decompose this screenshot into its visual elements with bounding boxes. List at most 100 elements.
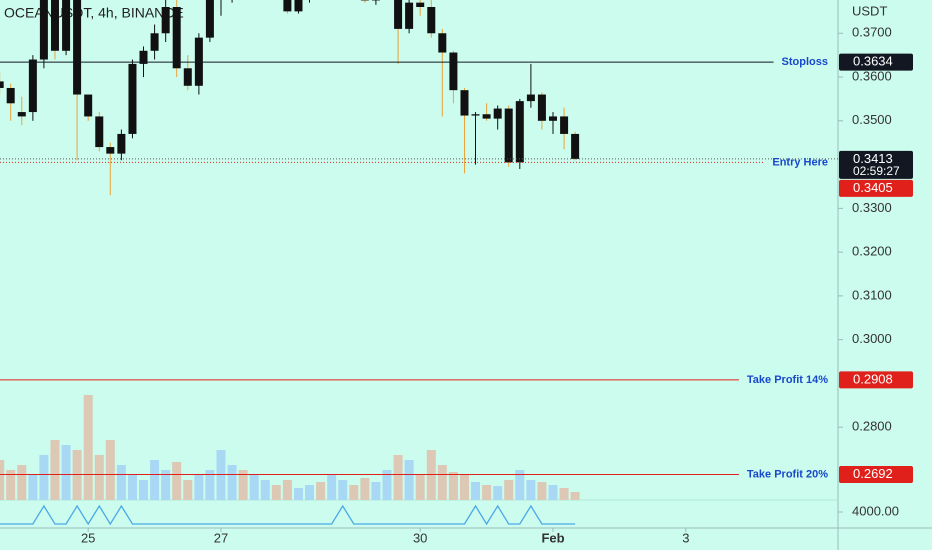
volume-bar	[482, 485, 492, 500]
level-label: Stoploss	[782, 56, 828, 68]
y-tick-label: 0.2800	[852, 419, 892, 434]
volume-bar	[371, 482, 381, 500]
volume-bar	[83, 395, 93, 500]
candle-body	[438, 33, 447, 53]
volume-bar	[515, 470, 525, 500]
countdown-label: 02:59:27	[853, 164, 900, 178]
volume-bar	[305, 485, 315, 500]
price-tag-label: 0.3405	[853, 180, 893, 195]
candle-body	[50, 0, 59, 51]
volume-bar	[216, 450, 226, 500]
candle-body	[17, 112, 26, 117]
candle-body	[405, 2, 414, 29]
candle-body	[504, 108, 513, 163]
candle-body	[549, 116, 558, 121]
candle-body	[6, 87, 15, 104]
volume-bar	[526, 480, 536, 500]
candle-body	[416, 2, 425, 8]
y-tick-label: 0.3000	[852, 331, 892, 346]
price-tag	[839, 371, 913, 389]
price-tag-label: 0.3634	[853, 54, 893, 69]
y-tick-label: 0.3100	[852, 287, 892, 302]
volume-bar	[260, 480, 270, 500]
price-tag-label: 0.2908	[853, 371, 893, 386]
level-label: Take Profit 14%	[747, 374, 828, 386]
volume-bar	[570, 492, 580, 500]
candle-body	[62, 0, 71, 51]
y-tick-label: 0.3200	[852, 244, 892, 259]
y-tick-label: 0.3500	[852, 112, 892, 127]
indicator-line	[0, 504, 576, 526]
x-tick-label: 30	[413, 530, 427, 545]
x-tick-label: 3	[682, 530, 689, 545]
candle-body	[28, 59, 37, 113]
volume-bar	[415, 475, 425, 500]
indicator-tick-label: 4000.00	[852, 503, 899, 518]
y-axis-label: USDT	[852, 3, 887, 18]
candle-body	[183, 68, 192, 86]
x-tick-label: 27	[214, 530, 228, 545]
volume-bar	[0, 460, 5, 500]
price-tag	[839, 150, 913, 179]
volume-bar	[17, 465, 27, 500]
price-tag	[839, 179, 913, 197]
candle-body	[205, 0, 214, 38]
candle-body	[172, 7, 181, 69]
volume-bar	[349, 485, 359, 500]
volume-bar	[338, 480, 348, 500]
volume-bar	[271, 485, 281, 500]
level-label: Take Profit 20%	[747, 468, 828, 480]
price-tag	[839, 465, 913, 483]
candle-body	[482, 114, 491, 119]
volume-bar	[426, 450, 436, 500]
candle-body	[117, 133, 126, 154]
volume-bar	[183, 480, 193, 500]
volume-bar	[437, 465, 447, 500]
candle-body	[0, 81, 4, 88]
volume-bar	[61, 445, 71, 500]
volume-bar	[249, 475, 259, 500]
candle-body	[161, 7, 170, 34]
y-tick-label: 0.3300	[852, 200, 892, 215]
candle-body	[106, 147, 115, 154]
y-tick-label: 0.3600	[852, 68, 892, 83]
volume-bar	[382, 470, 392, 500]
candle-body	[294, 0, 303, 12]
volume-bar	[172, 462, 182, 500]
candle-body	[95, 116, 104, 148]
volume-bar	[559, 488, 569, 500]
volume-bar	[282, 480, 292, 500]
candle-body	[537, 94, 546, 121]
volume-bar	[238, 470, 248, 500]
volume-bar	[161, 470, 171, 500]
candle-body	[471, 114, 480, 116]
candle-body	[460, 90, 469, 116]
volume-bar	[116, 465, 126, 500]
candle-body	[571, 133, 580, 159]
candle-body	[560, 116, 569, 134]
volume-bar	[94, 455, 104, 500]
candle-body	[515, 101, 524, 163]
volume-bar	[493, 486, 503, 500]
volume-bar	[127, 475, 137, 500]
candle-body	[394, 0, 403, 29]
price-tag-label: 0.2692	[853, 466, 893, 481]
candle-body	[283, 0, 292, 12]
plot-area	[0, 0, 580, 526]
volume-bar	[72, 450, 82, 500]
volume-bar	[548, 485, 558, 500]
volume-bar	[105, 440, 115, 500]
volume-bar	[360, 478, 370, 500]
volume-bar	[537, 482, 547, 500]
candle-body	[427, 7, 436, 34]
candle-body	[84, 94, 93, 117]
volume-bar	[393, 455, 403, 500]
price-tag	[839, 53, 913, 71]
volume-bar	[448, 472, 458, 500]
volume-bar	[150, 460, 160, 500]
price-tag-label: 0.3413	[853, 151, 893, 166]
candle-body	[73, 0, 82, 95]
volume-bar	[404, 460, 414, 500]
